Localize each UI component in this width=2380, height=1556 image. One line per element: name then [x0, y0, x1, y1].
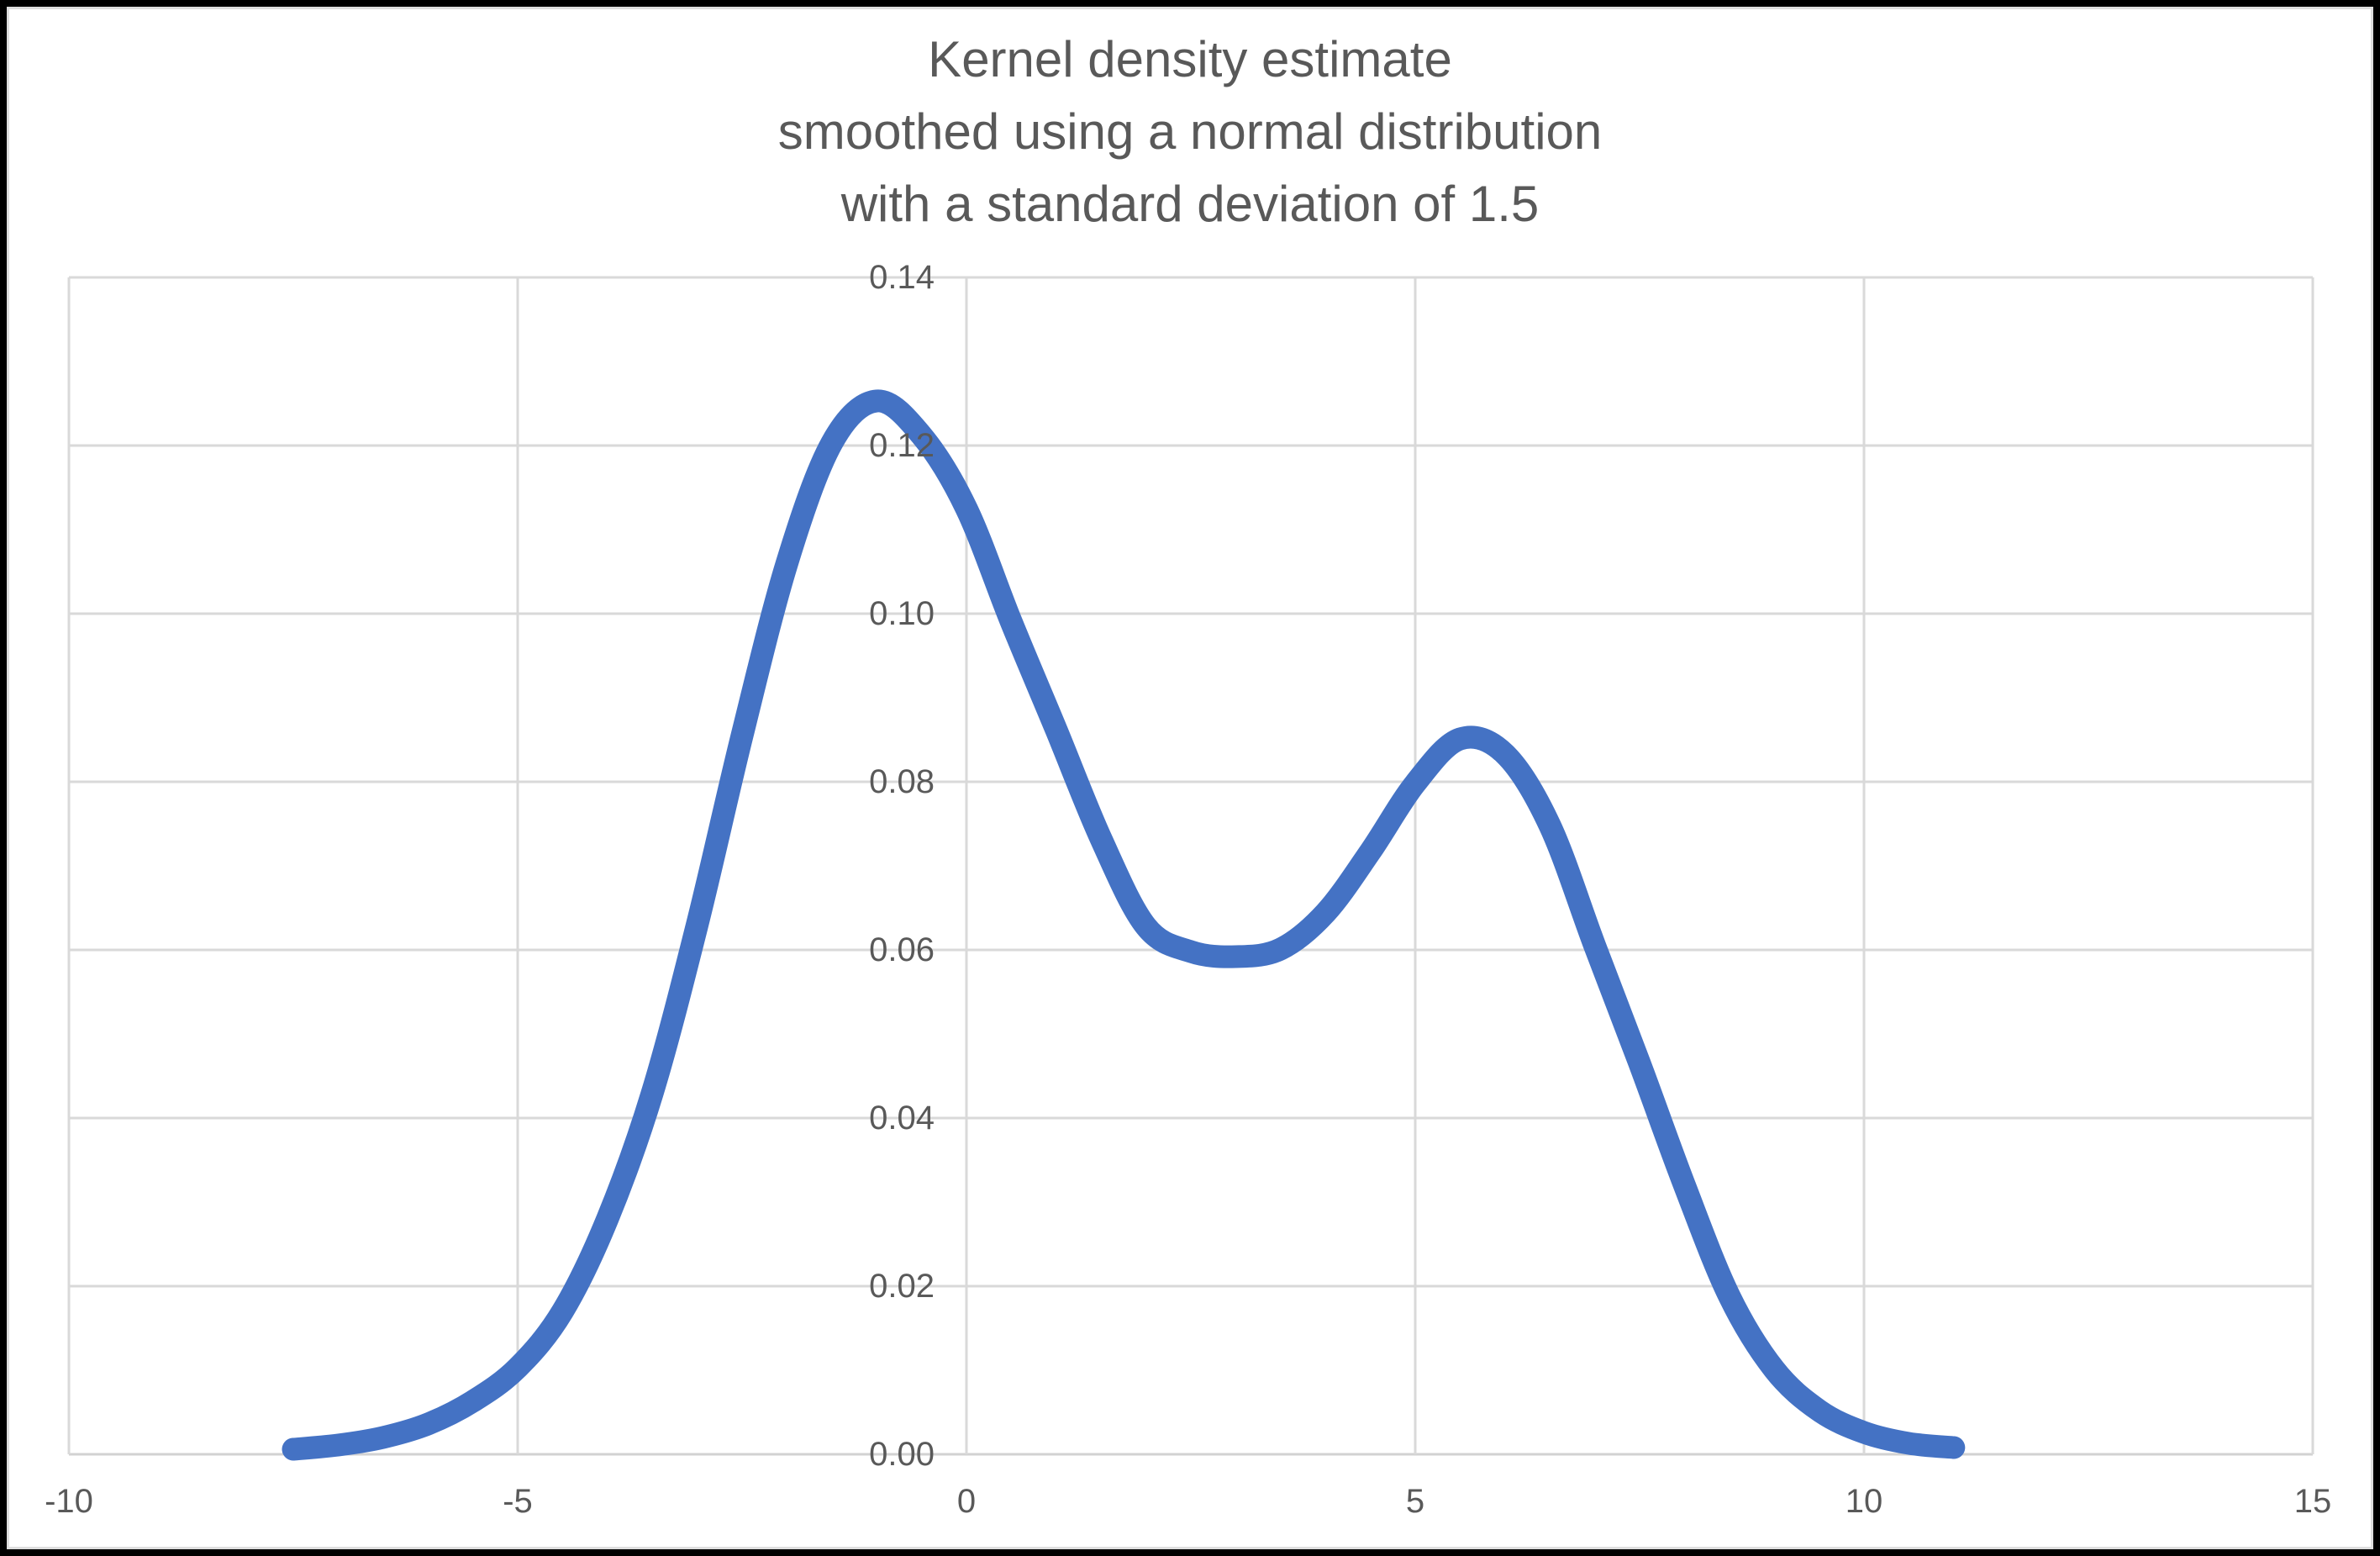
kde-curve [282, 389, 1966, 1461]
x-tick-label: 15 [2293, 1483, 2332, 1520]
x-tick-label: 10 [1845, 1483, 1883, 1520]
y-tick-label: 0.00 [869, 1436, 935, 1473]
chart-title-line-2: smoothed using a normal distribution [777, 103, 1603, 160]
y-tick-label: 0.04 [869, 1100, 935, 1137]
x-tick-label: -10 [45, 1483, 93, 1520]
y-tick-label: 0.14 [869, 259, 935, 296]
y-tick-label: 0.12 [869, 427, 935, 464]
x-tick-label: 5 [1405, 1483, 1425, 1520]
y-tick-label: 0.10 [869, 595, 935, 632]
y-tick-label: 0.08 [869, 763, 935, 800]
y-tick-label: 0.02 [869, 1268, 935, 1305]
x-tick-label: -5 [503, 1483, 533, 1520]
chart-title-line-3: with a standard deviation of 1.5 [840, 176, 1540, 232]
x-tick-label: 0 [956, 1483, 977, 1520]
chart-title-line-1: Kernel density estimate [928, 31, 1452, 87]
y-tick-label: 0.06 [869, 931, 935, 968]
chart-title: Kernel density estimate smoothed using a… [0, 24, 2380, 240]
